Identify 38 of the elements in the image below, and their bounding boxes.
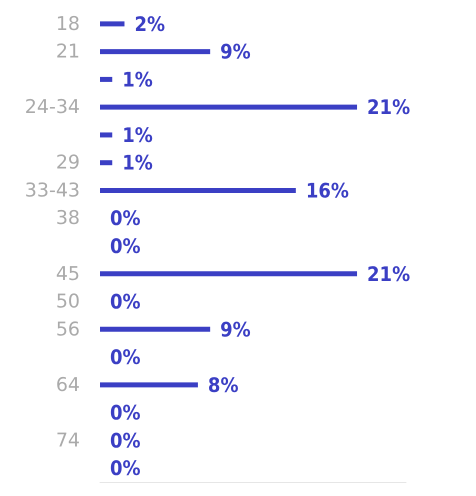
y-tick-label: 74 bbox=[56, 429, 80, 452]
y-tick-label: 64 bbox=[56, 374, 80, 396]
y-tick-label: 29 bbox=[56, 152, 80, 174]
data-label: 0% bbox=[110, 206, 141, 230]
bar bbox=[100, 188, 296, 193]
data-label: 8% bbox=[208, 372, 238, 397]
bar bbox=[100, 49, 210, 54]
bar bbox=[100, 104, 358, 110]
bar bbox=[100, 76, 112, 82]
data-label: 21% bbox=[367, 95, 410, 120]
bar bbox=[100, 271, 358, 276]
bar bbox=[100, 160, 112, 166]
y-tick-label: 38 bbox=[56, 207, 80, 230]
data-label: 0% bbox=[110, 290, 141, 314]
data-label: 9% bbox=[220, 317, 251, 342]
bar bbox=[100, 132, 112, 138]
bar bbox=[100, 326, 210, 332]
bar bbox=[100, 382, 198, 388]
data-label: 0% bbox=[110, 400, 141, 425]
bar bbox=[100, 21, 124, 26]
y-tick-label: 56 bbox=[56, 318, 80, 340]
data-label: 0% bbox=[110, 345, 141, 370]
y-tick-label: 24-34 bbox=[24, 96, 80, 118]
data-label: 21% bbox=[367, 262, 410, 286]
data-label: 2% bbox=[134, 12, 166, 36]
data-label: 0% bbox=[110, 428, 141, 452]
data-label: 1% bbox=[122, 122, 153, 147]
y-tick-label: 50 bbox=[56, 290, 80, 313]
data-label: 1% bbox=[122, 67, 153, 92]
data-label: 9% bbox=[220, 40, 251, 64]
y-tick-label: 21 bbox=[56, 40, 80, 63]
data-label: 1% bbox=[122, 150, 153, 175]
data-label: 0% bbox=[110, 234, 141, 258]
data-label: 0% bbox=[110, 456, 141, 480]
data-label: 16% bbox=[306, 178, 349, 202]
y-tick-label: 45 bbox=[56, 262, 80, 285]
y-tick-label: 33-43 bbox=[24, 179, 80, 202]
y-tick-label: 18 bbox=[56, 12, 80, 35]
